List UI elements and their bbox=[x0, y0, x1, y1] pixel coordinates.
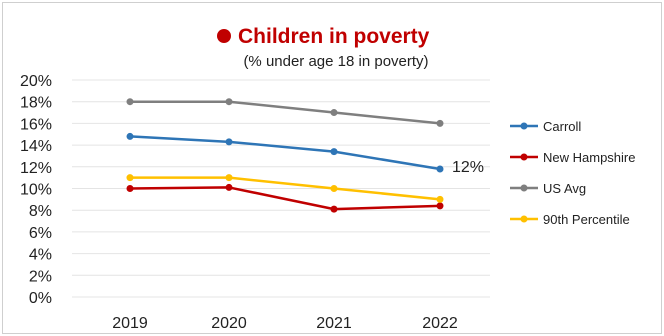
data-point bbox=[225, 183, 233, 191]
series-lines bbox=[126, 98, 444, 213]
title-bullet-icon bbox=[217, 29, 231, 43]
legend-marker bbox=[520, 215, 528, 223]
x-tick-label: 2019 bbox=[112, 315, 148, 332]
data-point bbox=[436, 195, 444, 203]
legend-label: New Hampshire bbox=[543, 150, 635, 165]
data-point bbox=[330, 185, 338, 192]
data-point bbox=[330, 148, 338, 156]
data-label-annotation: 12% bbox=[452, 159, 484, 176]
y-tick-label: 2% bbox=[29, 268, 52, 285]
data-point bbox=[330, 205, 338, 213]
y-tick-label: 8% bbox=[29, 203, 52, 220]
data-point bbox=[330, 109, 338, 117]
series-line-carroll bbox=[128, 135, 442, 171]
legend-marker bbox=[520, 122, 528, 130]
data-point bbox=[126, 132, 134, 140]
y-tick-label: 6% bbox=[29, 225, 52, 242]
data-point bbox=[225, 138, 233, 146]
x-tick-label: 2020 bbox=[211, 315, 247, 332]
data-point bbox=[126, 174, 134, 182]
data-point bbox=[126, 98, 134, 106]
x-tick-label: 2022 bbox=[422, 315, 458, 332]
legend-marker bbox=[520, 184, 528, 192]
y-tick-label: 18% bbox=[20, 95, 52, 112]
data-point bbox=[225, 174, 233, 182]
legend-label: Carroll bbox=[543, 119, 581, 134]
annotations: 12% bbox=[452, 159, 484, 176]
data-point bbox=[436, 202, 444, 210]
chart-title-group: Children in poverty (% under age 18 in p… bbox=[217, 25, 430, 70]
y-tick-label: 10% bbox=[20, 182, 52, 199]
y-tick-label: 12% bbox=[20, 160, 52, 177]
y-tick-label: 20% bbox=[20, 73, 52, 90]
legend-marker bbox=[520, 153, 528, 161]
y-tick-label: 16% bbox=[20, 116, 52, 133]
data-point bbox=[126, 185, 134, 192]
y-tick-label: 14% bbox=[20, 138, 52, 155]
y-axis-ticks: 0% 2% 4% 6% 8% 10% 12% 14% 16% 18% 20% bbox=[20, 73, 52, 307]
series-line-us-avg bbox=[128, 100, 442, 125]
chart-subtitle: (% under age 18 in poverty) bbox=[243, 53, 428, 70]
y-tick-label: 4% bbox=[29, 247, 52, 264]
legend: Carroll New Hampshire US Avg 90th Percentil… bbox=[510, 119, 635, 227]
data-point bbox=[436, 119, 444, 127]
x-axis-ticks: 2019 2020 2021 2022 bbox=[112, 315, 458, 332]
y-tick-label: 0% bbox=[29, 290, 52, 307]
series-line-90th-percentile bbox=[128, 176, 442, 201]
data-point bbox=[436, 165, 444, 173]
series-line-new-hampshire bbox=[128, 186, 442, 211]
data-point bbox=[225, 98, 233, 106]
chart-title: Children in poverty bbox=[238, 25, 430, 48]
legend-label: US Avg bbox=[543, 181, 586, 196]
legend-label: 90th Percentile bbox=[543, 212, 630, 227]
x-tick-label: 2021 bbox=[316, 315, 352, 332]
